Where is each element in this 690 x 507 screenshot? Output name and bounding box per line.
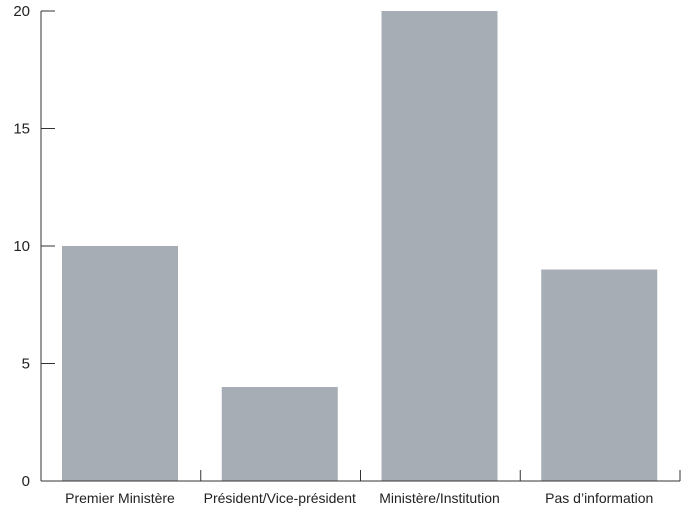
axes-group <box>40 10 681 482</box>
x-category-label-3: Ministère/Institution <box>379 490 500 506</box>
x-category-label-1: Premier Ministère <box>65 490 175 506</box>
bar-2 <box>221 387 338 481</box>
y-tick-label-0: 0 <box>22 473 30 490</box>
bar-1 <box>62 246 178 481</box>
y-tick-label-20: 20 <box>13 3 30 20</box>
y-tick-label-15: 15 <box>13 121 30 138</box>
y-tick-label-5: 5 <box>22 356 30 373</box>
y-tick-label-10: 10 <box>13 238 30 255</box>
bar-3 <box>381 11 498 481</box>
bar-4 <box>541 269 658 481</box>
labels-group: 0 5 10 15 20 Premier Ministère Président/Vice-… <box>13 3 653 506</box>
x-category-label-2: Président/Vice-président <box>204 490 356 506</box>
x-category-label-4: Pas d’information <box>545 490 653 506</box>
bars-group <box>62 11 658 481</box>
